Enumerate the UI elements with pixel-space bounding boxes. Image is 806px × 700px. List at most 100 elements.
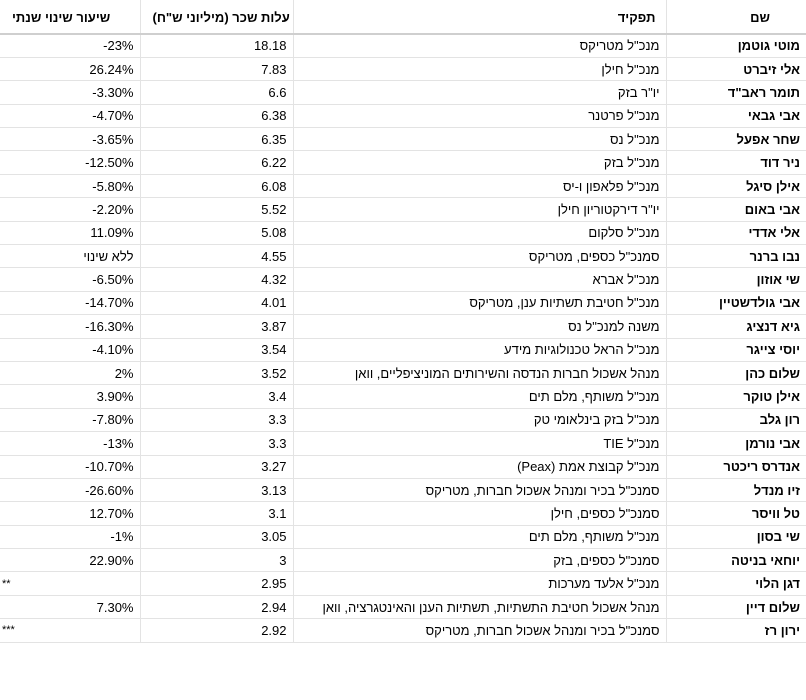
cell-name: אנדרס ריכטר: [666, 455, 806, 479]
cell-salary-cost: 5.52: [140, 197, 294, 222]
table-row: -4.10% 3.54 מנכ"ל הראל טכנולוגיות מידע יוסי…: [0, 338, 806, 362]
cell-name: אבי גולדשטיין: [666, 291, 806, 316]
cell-role: מנכ"ל קבוצת אמת (Peax): [293, 455, 667, 479]
table-row: -3.65% 6.35 מנכ"ל נס שחר אפעל: [0, 127, 806, 152]
cell-salary-cost: 6.6: [140, 80, 294, 105]
cell-annual-change: **: [0, 571, 141, 596]
cell-role: סמנכ"ל כספים, מטריקס: [293, 244, 667, 269]
cell-name: אילן סיגל: [666, 174, 806, 199]
cell-annual-change: 22.90%: [0, 548, 141, 573]
cell-annual-change: -10.70%: [0, 455, 141, 479]
header-name: שם: [666, 0, 806, 35]
cell-name: זיו מנדל: [666, 478, 806, 503]
cell-annual-change: -3.65%: [0, 127, 141, 152]
cell-salary-cost: 5.08: [140, 221, 294, 246]
cell-name: דגן הלוי: [666, 571, 806, 596]
salary-table: שיעור שינוי שנתי עלות שכר (מיליוני ש"ח) …: [0, 0, 806, 643]
cell-annual-change: 26.24%: [0, 57, 141, 82]
table-row: 11.09% 5.08 מנכ"ל סלקום אלי אדדי: [0, 221, 806, 246]
cell-name: אילן טוקר: [666, 384, 806, 409]
cell-salary-cost: 2.94: [140, 595, 294, 620]
cell-annual-change: -14.70%: [0, 291, 141, 316]
cell-role: מנכ"ל פרטנר: [293, 104, 667, 129]
table-row: -2.20% 5.52 יו"ר דירקטוריון חילן אבי באום: [0, 197, 806, 222]
cell-salary-cost: 6.38: [140, 104, 294, 129]
cell-name: שלום כהן: [666, 361, 806, 386]
header-annual-change: שיעור שינוי שנתי: [0, 0, 141, 35]
cell-role: מנכ"ל חילן: [293, 57, 667, 82]
cell-salary-cost: 3.05: [140, 525, 294, 550]
cell-annual-change: ***: [0, 618, 141, 643]
cell-salary-cost: 6.35: [140, 127, 294, 152]
cell-role: מנכ"ל משותף, מלם תים: [293, 384, 667, 409]
table-row: -5.80% 6.08 מנכ"ל פלאפון ו-יס אילן סיגל: [0, 174, 806, 199]
table-row: -3.30% 6.6 יו"ר בזק תומר ראב"ד: [0, 80, 806, 105]
cell-salary-cost: 2.92: [140, 618, 294, 643]
cell-annual-change: -4.10%: [0, 338, 141, 362]
cell-annual-change: -13%: [0, 431, 141, 456]
cell-role: מנכ"ל משותף, מלם תים: [293, 525, 667, 550]
cell-name: רון גלב: [666, 408, 806, 433]
cell-role: מנכ"ל סלקום: [293, 221, 667, 246]
table-row: 7.30% 2.94 מנהל אשכול חטיבת התשתיות, תשתיו…: [0, 595, 806, 620]
table-row: ** 2.95 מנכ"ל אלעד מערכות דגן הלוי: [0, 571, 806, 596]
cell-name: יוחאי בניטה: [666, 548, 806, 573]
cell-role: סמנכ"ל בכיר ומנהל אשכול חברות, מטריקס: [293, 618, 667, 643]
cell-name: נבו ברנר: [666, 244, 806, 269]
cell-salary-cost: 3.1: [140, 501, 294, 526]
cell-salary-cost: 3.3: [140, 431, 294, 456]
table-row: 26.24% 7.83 מנכ"ל חילן אלי זיברט: [0, 57, 806, 82]
cell-annual-change: -23%: [0, 34, 141, 58]
cell-annual-change: 12.70%: [0, 501, 141, 526]
cell-name: טל וויסר: [666, 501, 806, 526]
cell-name: אלי אדדי: [666, 221, 806, 246]
cell-salary-cost: 3: [140, 548, 294, 573]
table-row: 3.90% 3.4 מנכ"ל משותף, מלם תים אילן טוקר: [0, 384, 806, 409]
cell-name: מוטי גוטמן: [666, 34, 806, 58]
cell-name: יוסי צייגר: [666, 338, 806, 362]
cell-salary-cost: 3.4: [140, 384, 294, 409]
cell-name: ניר דוד: [666, 150, 806, 175]
cell-name: אבי נורמן: [666, 431, 806, 456]
cell-name: ירון רז: [666, 618, 806, 643]
table-row: -7.80% 3.3 מנכ"ל בזק בינלאומי טק רון גלב: [0, 408, 806, 433]
cell-salary-cost: 4.32: [140, 267, 294, 292]
cell-role: יו"ר בזק: [293, 80, 667, 105]
cell-role: מנכ"ל נס: [293, 127, 667, 152]
cell-annual-change: 2%: [0, 361, 141, 386]
cell-role: מנהל אשכול חטיבת התשתיות, תשתיות הענן וה…: [293, 595, 667, 620]
table-row: -10.70% 3.27 מנכ"ל קבוצת אמת (Peax) אנדרס ר…: [0, 455, 806, 479]
cell-annual-change: -16.30%: [0, 314, 141, 339]
table-row: -26.60% 3.13 סמנכ"ל בכיר ומנהל אשכול חברות…: [0, 478, 806, 503]
table-row: ללא שינוי 4.55 סמנכ"ל כספים, מטריקס נבו ברנ…: [0, 244, 806, 269]
table-row: -4.70% 6.38 מנכ"ל פרטנר אבי גבאי: [0, 104, 806, 129]
table-row: 12.70% 3.1 סמנכ"ל כספים, חילן טל וויסר: [0, 501, 806, 526]
cell-annual-change: -7.80%: [0, 408, 141, 433]
table-row: -16.30% 3.87 משנה למנכ"ל נס גיא דנציג: [0, 314, 806, 339]
table-row: -1% 3.05 מנכ"ל משותף, מלם תים שי בסון: [0, 525, 806, 550]
cell-annual-change: -4.70%: [0, 104, 141, 129]
cell-annual-change: -2.20%: [0, 197, 141, 222]
cell-name: שלום דיין: [666, 595, 806, 620]
table-row: -12.50% 6.22 מנכ"ל בזק ניר דוד: [0, 150, 806, 175]
cell-annual-change: -12.50%: [0, 150, 141, 175]
cell-name: גיא דנציג: [666, 314, 806, 339]
cell-annual-change: -6.50%: [0, 267, 141, 292]
cell-name: אבי באום: [666, 197, 806, 222]
cell-role: מנכ"ל הראל טכנולוגיות מידע: [293, 338, 667, 362]
cell-role: סמנכ"ל כספים, חילן: [293, 501, 667, 526]
cell-salary-cost: 3.87: [140, 314, 294, 339]
cell-name: שי אוזון: [666, 267, 806, 292]
table-row: 2% 3.52 מנהל אשכול חברות הנדסה והשירותים ה…: [0, 361, 806, 386]
cell-annual-change: 3.90%: [0, 384, 141, 409]
table-row: -14.70% 4.01 מנכ"ל חטיבת תשתיות ענן, מטריק…: [0, 291, 806, 316]
cell-annual-change: -5.80%: [0, 174, 141, 199]
cell-salary-cost: 3.52: [140, 361, 294, 386]
cell-salary-cost: 18.18: [140, 34, 294, 58]
cell-role: מנכ"ל בזק: [293, 150, 667, 175]
cell-role: יו"ר דירקטוריון חילן: [293, 197, 667, 222]
table-row: 22.90% 3 סמנכ"ל כספים, בזק יוחאי בניטה: [0, 548, 806, 573]
cell-role: מנהל אשכול חברות הנדסה והשירותים המוניצי…: [293, 361, 667, 386]
header-salary-cost: עלות שכר (מיליוני ש"ח): [140, 0, 294, 35]
table-row: -6.50% 4.32 מנכ"ל אברא שי אוזון: [0, 267, 806, 292]
